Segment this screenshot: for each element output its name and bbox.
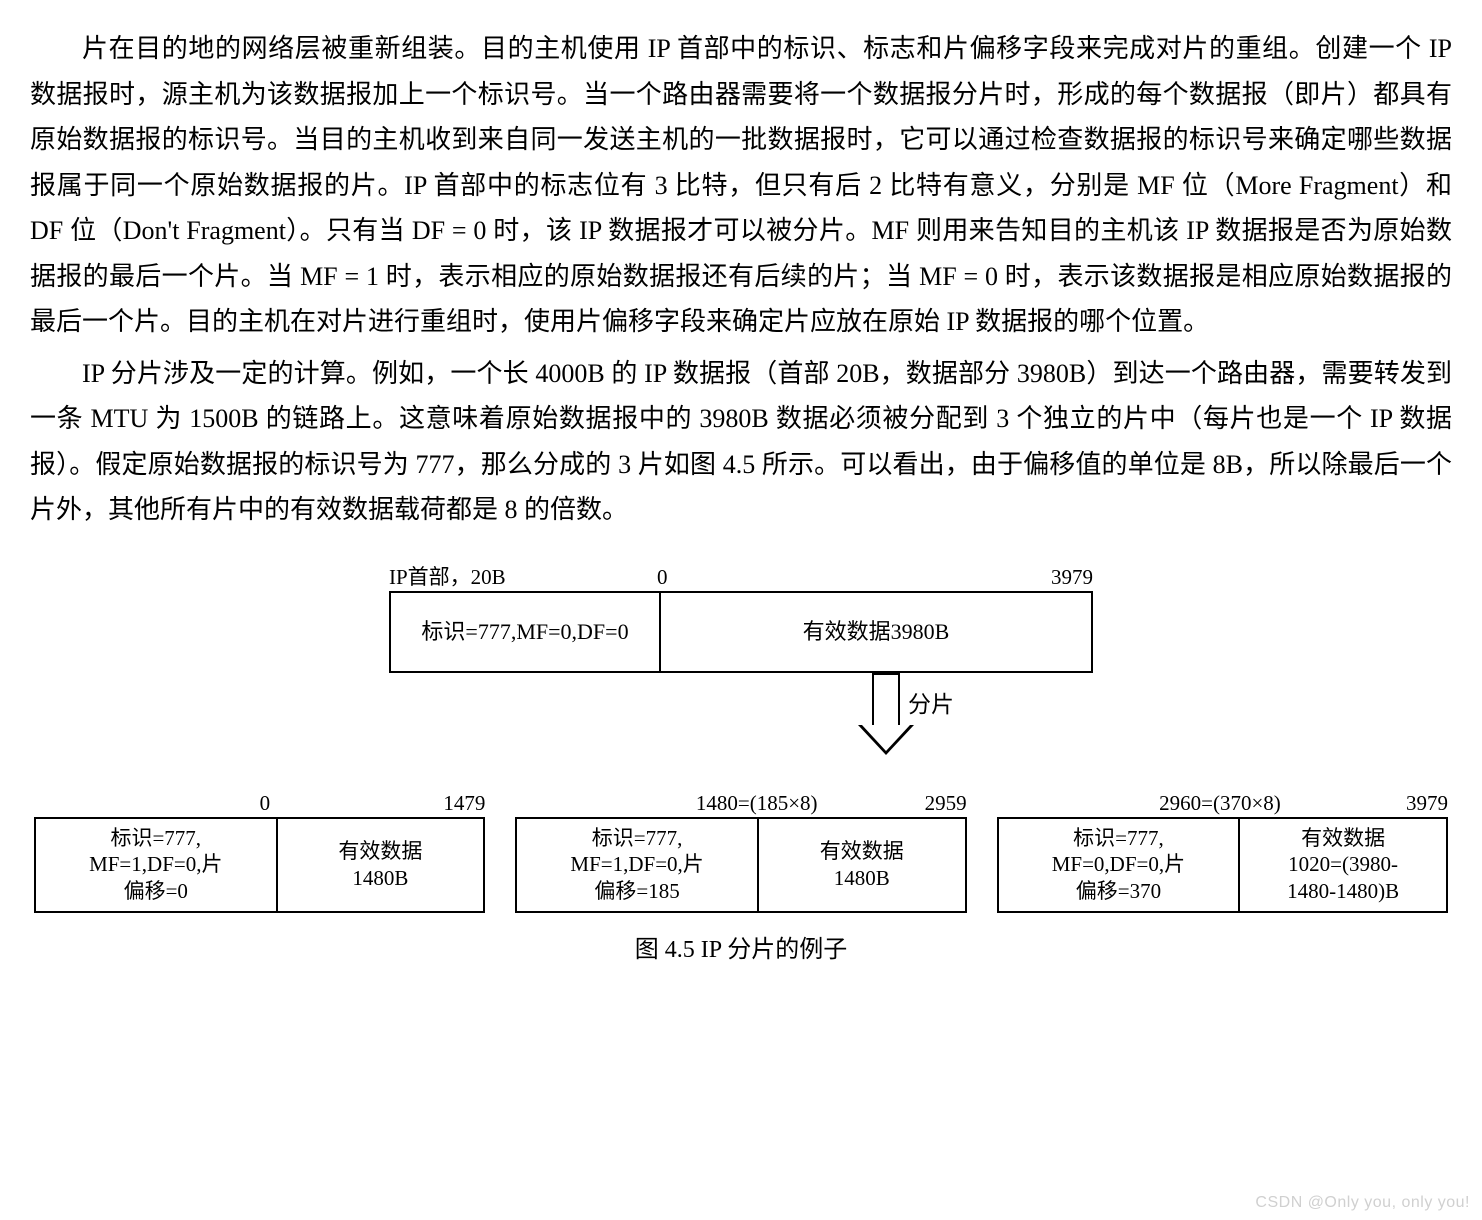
- frag1-header-line2: MF=1,DF=0,片: [89, 851, 222, 877]
- frag3-data-line2: 1020=(3980-: [1287, 851, 1399, 877]
- frag3-data-cell: 有效数据 1020=(3980- 1480-1480)B: [1240, 819, 1446, 911]
- frag1-data-cell: 有效数据 1480B: [278, 819, 484, 911]
- original-datagram: IP首部，20B 0 3979 标识=777,MF=0,DF=0 有效数据398…: [389, 563, 1093, 769]
- top-label-end: 3979: [1051, 564, 1093, 590]
- frag1-header-line1: 标识=777,: [89, 825, 222, 851]
- top-label-header: IP首部，20B: [389, 564, 506, 590]
- paragraph-1: 片在目的地的网络层被重新组装。目的主机使用 IP 首部中的标识、标志和片偏移字段…: [30, 26, 1452, 345]
- figure-4-5: IP首部，20B 0 3979 标识=777,MF=0,DF=0 有效数据398…: [30, 563, 1452, 965]
- original-datagram-labels: IP首部，20B 0 3979: [389, 563, 1093, 591]
- frag3-data-line3: 1480-1480)B: [1287, 878, 1399, 904]
- original-datagram-box: 标识=777,MF=0,DF=0 有效数据3980B: [389, 591, 1093, 673]
- original-data-cell: 有效数据3980B: [661, 593, 1091, 671]
- fragment-arrow-label: 分片: [908, 691, 954, 720]
- fragment-3: 2960=(370×8) 3979 标识=777, MF=0,DF=0,片 偏移…: [997, 787, 1448, 913]
- frag2-data-cell: 有效数据 1480B: [759, 819, 965, 911]
- frag3-label-right: 3979: [1406, 790, 1448, 816]
- frag2-data-line2: 1480B: [820, 865, 904, 891]
- frag3-header-cell: 标识=777, MF=0,DF=0,片 偏移=370: [999, 819, 1241, 911]
- frag3-header-line3: 偏移=370: [1052, 878, 1185, 904]
- original-header-cell: 标识=777,MF=0,DF=0: [391, 593, 661, 671]
- frag3-label-mid: 2960=(370×8): [1159, 790, 1281, 816]
- frag3-header-line1: 标识=777,: [1052, 825, 1185, 851]
- frag1-data-line2: 1480B: [338, 865, 422, 891]
- figure-caption: 图 4.5 IP 分片的例子: [30, 935, 1452, 965]
- fragment-arrow-icon: 分片: [858, 673, 914, 755]
- fragments-row: 0 1479 标识=777, MF=1,DF=0,片 偏移=0 有效数据: [34, 787, 1448, 913]
- frag2-label-right: 2959: [925, 790, 967, 816]
- frag3-header-line2: MF=0,DF=0,片: [1052, 851, 1185, 877]
- frag2-data-line1: 有效数据: [820, 838, 904, 864]
- fragment-arrow-wrap: 分片: [679, 673, 1093, 769]
- frag2-label-mid: 1480=(185×8): [696, 790, 818, 816]
- frag2-header-line1: 标识=777,: [570, 825, 703, 851]
- paragraph-2: IP 分片涉及一定的计算。例如，一个长 4000B 的 IP 数据报（首部 20…: [30, 351, 1452, 533]
- frag1-data-line1: 有效数据: [338, 838, 422, 864]
- frag2-header-line3: 偏移=185: [570, 878, 703, 904]
- frag1-label-right: 1479: [443, 790, 485, 816]
- frag1-label-mid: 0: [260, 790, 271, 816]
- frag1-header-line3: 偏移=0: [89, 878, 222, 904]
- fragment-1: 0 1479 标识=777, MF=1,DF=0,片 偏移=0 有效数据: [34, 787, 485, 913]
- top-label-start: 0: [657, 564, 668, 590]
- fragment-2: 1480=(185×8) 2959 标识=777, MF=1,DF=0,片 偏移…: [515, 787, 966, 913]
- frag1-header-cell: 标识=777, MF=1,DF=0,片 偏移=0: [36, 819, 278, 911]
- frag2-header-cell: 标识=777, MF=1,DF=0,片 偏移=185: [517, 819, 759, 911]
- document-page: 片在目的地的网络层被重新组装。目的主机使用 IP 首部中的标识、标志和片偏移字段…: [0, 0, 1482, 985]
- frag3-data-line1: 有效数据: [1287, 825, 1399, 851]
- csdn-watermark: CSDN @Only you, only you!: [1255, 1194, 1470, 1212]
- frag2-header-line2: MF=1,DF=0,片: [570, 851, 703, 877]
